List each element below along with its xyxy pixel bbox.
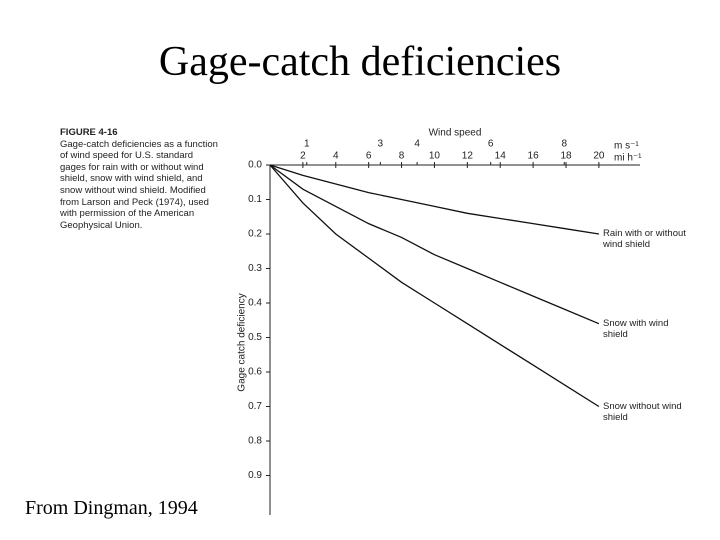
y-tick-label: 0.8 bbox=[248, 436, 262, 447]
series-label: Snow with wind shield bbox=[603, 317, 669, 340]
x-tick-label: 4 bbox=[333, 151, 339, 162]
y-tick-label: 0.6 bbox=[248, 367, 262, 378]
caption-text: Gage-catch deficiencies as a function of… bbox=[60, 138, 218, 231]
y-tick-label: 0.2 bbox=[248, 229, 262, 240]
series-label: Snow without wind shield bbox=[603, 400, 682, 423]
series-line bbox=[269, 164, 600, 325]
x-axis-title: Wind speed bbox=[429, 128, 482, 139]
y-tick-label: 0.5 bbox=[248, 332, 262, 343]
figure-caption: FIGURE 4-16 Gage-catch deficiencies as a… bbox=[60, 127, 220, 231]
x-tick-label: 18 bbox=[560, 151, 572, 162]
x-tick-label: 12 bbox=[462, 151, 474, 162]
x-tick-label: 8 bbox=[399, 151, 405, 162]
series-line bbox=[269, 164, 599, 235]
caption-label: FIGURE 4-16 bbox=[60, 127, 118, 138]
slide-title: Gage-catch deficiencies bbox=[158, 39, 562, 85]
source: From Dingman, 1994 bbox=[25, 497, 198, 519]
x-tick-label: 16 bbox=[528, 151, 540, 162]
y-tick-label: 0.3 bbox=[248, 263, 262, 274]
x-tick-label: 6 bbox=[366, 151, 372, 162]
x-tick-label: 14 bbox=[495, 151, 507, 162]
x2-tick-label: 4 bbox=[414, 139, 420, 150]
y-tick-label: 0.0 bbox=[248, 160, 262, 171]
y-axis-title: Gage catch deficiency bbox=[237, 293, 248, 391]
series-line bbox=[269, 164, 600, 408]
series-label: Rain with or without wind shield bbox=[603, 228, 686, 250]
x-tick-label: 2 bbox=[300, 151, 306, 162]
x-tick-label: 10 bbox=[429, 151, 441, 162]
y-tick-label: 0.1 bbox=[248, 194, 262, 205]
x-unit: mi h⁻¹ bbox=[614, 153, 642, 164]
x2-tick-label: 3 bbox=[378, 139, 384, 150]
y-tick-label: 0.4 bbox=[248, 298, 262, 309]
x2-tick-label: 8 bbox=[561, 139, 567, 150]
x-tick-label: 20 bbox=[593, 151, 605, 162]
x2-tick-label: 1 bbox=[304, 139, 310, 150]
y-tick-label: 0.7 bbox=[248, 401, 262, 412]
x2-unit: m s⁻¹ bbox=[614, 141, 639, 152]
x2-tick-label: 6 bbox=[488, 139, 494, 150]
y-tick-label: 0.9 bbox=[248, 470, 262, 481]
